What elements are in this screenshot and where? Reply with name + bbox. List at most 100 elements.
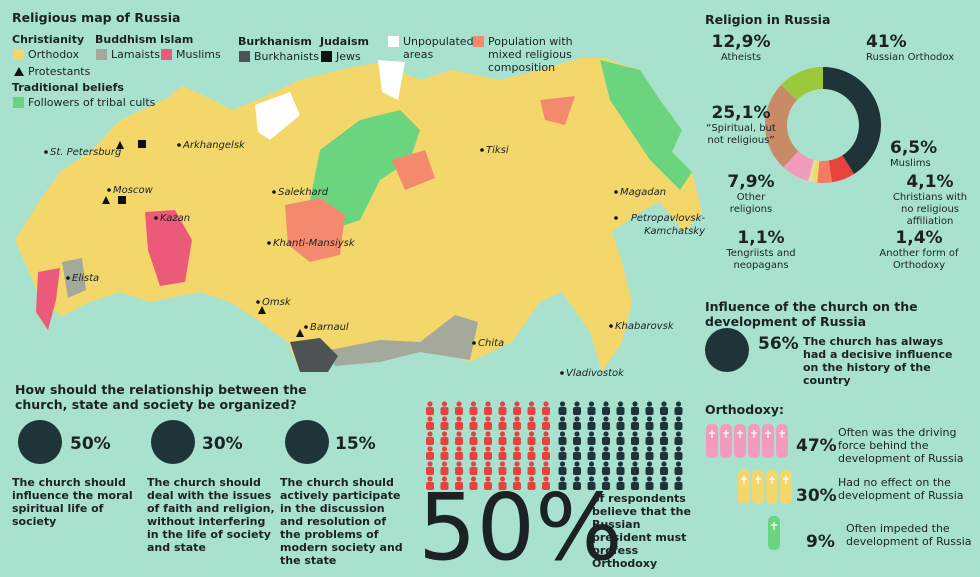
person-head xyxy=(617,461,624,467)
orthodoxy-text: Often was the driving force behind the d… xyxy=(838,426,964,465)
person-body xyxy=(498,422,507,430)
person-body xyxy=(631,422,639,430)
person-head xyxy=(588,446,595,452)
city-label: St. Petersburg xyxy=(50,147,122,158)
person-body xyxy=(674,437,683,445)
person-body xyxy=(660,452,668,460)
tomb-icon xyxy=(748,424,760,458)
person-body xyxy=(631,467,639,475)
person-head xyxy=(456,461,462,467)
person-head xyxy=(603,401,609,407)
city-label: Petropavlovsk-Kamchatsky xyxy=(630,213,705,237)
tomb-cross xyxy=(755,476,761,484)
tribal-area xyxy=(600,60,692,190)
donut-category-label: Tengriists and neopagans xyxy=(726,248,796,271)
person-body xyxy=(631,452,639,460)
person-head xyxy=(485,446,491,452)
person-head xyxy=(514,431,520,437)
person-head xyxy=(543,431,549,437)
person-head xyxy=(485,476,491,482)
person-head xyxy=(646,461,653,467)
person-body xyxy=(674,482,683,490)
person-head xyxy=(574,401,580,407)
city-label: Kazan xyxy=(160,213,191,224)
person-body xyxy=(498,407,507,415)
person-head xyxy=(603,431,609,437)
legend-swatch xyxy=(239,51,250,62)
person-head xyxy=(543,416,549,422)
person-head xyxy=(499,446,506,452)
person-head xyxy=(543,401,549,407)
city-dot xyxy=(272,190,276,194)
person-body xyxy=(587,452,596,460)
person-head xyxy=(427,401,433,407)
donut-value-label: 12,9% xyxy=(711,32,771,52)
mixed-area xyxy=(540,96,575,125)
person-body xyxy=(513,422,521,430)
tomb-icons xyxy=(706,424,792,550)
person-body xyxy=(513,482,521,490)
person-head xyxy=(559,446,566,452)
person-body xyxy=(602,437,610,445)
person-head xyxy=(456,401,462,407)
person-body xyxy=(440,437,449,445)
orthodoxy-title: Orthodoxy: xyxy=(705,402,784,417)
city-dot xyxy=(154,216,158,220)
person-head xyxy=(632,461,638,467)
person-head xyxy=(559,401,566,407)
tomb-cross xyxy=(783,476,789,484)
donut-segment xyxy=(764,85,799,168)
person-body xyxy=(587,467,596,475)
person-head xyxy=(485,416,491,422)
city-label: Chita xyxy=(478,338,505,349)
person-head xyxy=(603,461,609,467)
person-head xyxy=(441,401,448,407)
person-body xyxy=(527,467,536,475)
person-body xyxy=(645,467,654,475)
orthodoxy-text: Often impeded the development of Russia xyxy=(846,522,972,548)
city-label: Salekhard xyxy=(278,187,329,198)
person-head xyxy=(675,401,682,407)
person-head xyxy=(646,446,653,452)
person-body xyxy=(440,467,449,475)
legend-label: Muslims xyxy=(176,48,221,61)
person-body xyxy=(558,452,567,460)
protestant-marker xyxy=(116,141,124,149)
person-head xyxy=(559,461,566,467)
president-percent: 50% xyxy=(418,474,623,577)
person-body xyxy=(484,482,492,490)
person-body xyxy=(645,437,654,445)
person-head xyxy=(559,431,566,437)
person-body xyxy=(513,437,521,445)
person-body xyxy=(616,407,625,415)
person-body xyxy=(558,467,567,475)
person-head xyxy=(441,416,448,422)
tomb-cross xyxy=(723,430,729,438)
city-dot xyxy=(304,325,308,329)
person-body xyxy=(587,407,596,415)
person-head xyxy=(543,446,549,452)
protestant-marker xyxy=(102,196,110,204)
person-body xyxy=(660,437,668,445)
donut-value-label: 25,1% xyxy=(711,103,771,123)
legend-label: Burkhanists xyxy=(254,50,319,63)
city-label: Barnaul xyxy=(310,322,349,333)
person-head xyxy=(470,446,477,452)
person-head xyxy=(514,401,520,407)
person-head xyxy=(485,431,491,437)
person-body xyxy=(602,482,610,490)
person-body xyxy=(440,482,449,490)
legend-group-title: Islam xyxy=(160,33,194,46)
person-body xyxy=(426,482,434,490)
person-head xyxy=(499,476,506,482)
legend-triangle xyxy=(14,67,24,76)
person-body xyxy=(469,482,478,490)
person-body xyxy=(542,452,550,460)
icon-person xyxy=(18,420,62,464)
icon-gears xyxy=(705,328,749,372)
person-body xyxy=(587,482,596,490)
person-body xyxy=(631,482,639,490)
donut-category-label: Christians with no religious affiliation xyxy=(892,192,968,227)
person-head xyxy=(574,461,580,467)
